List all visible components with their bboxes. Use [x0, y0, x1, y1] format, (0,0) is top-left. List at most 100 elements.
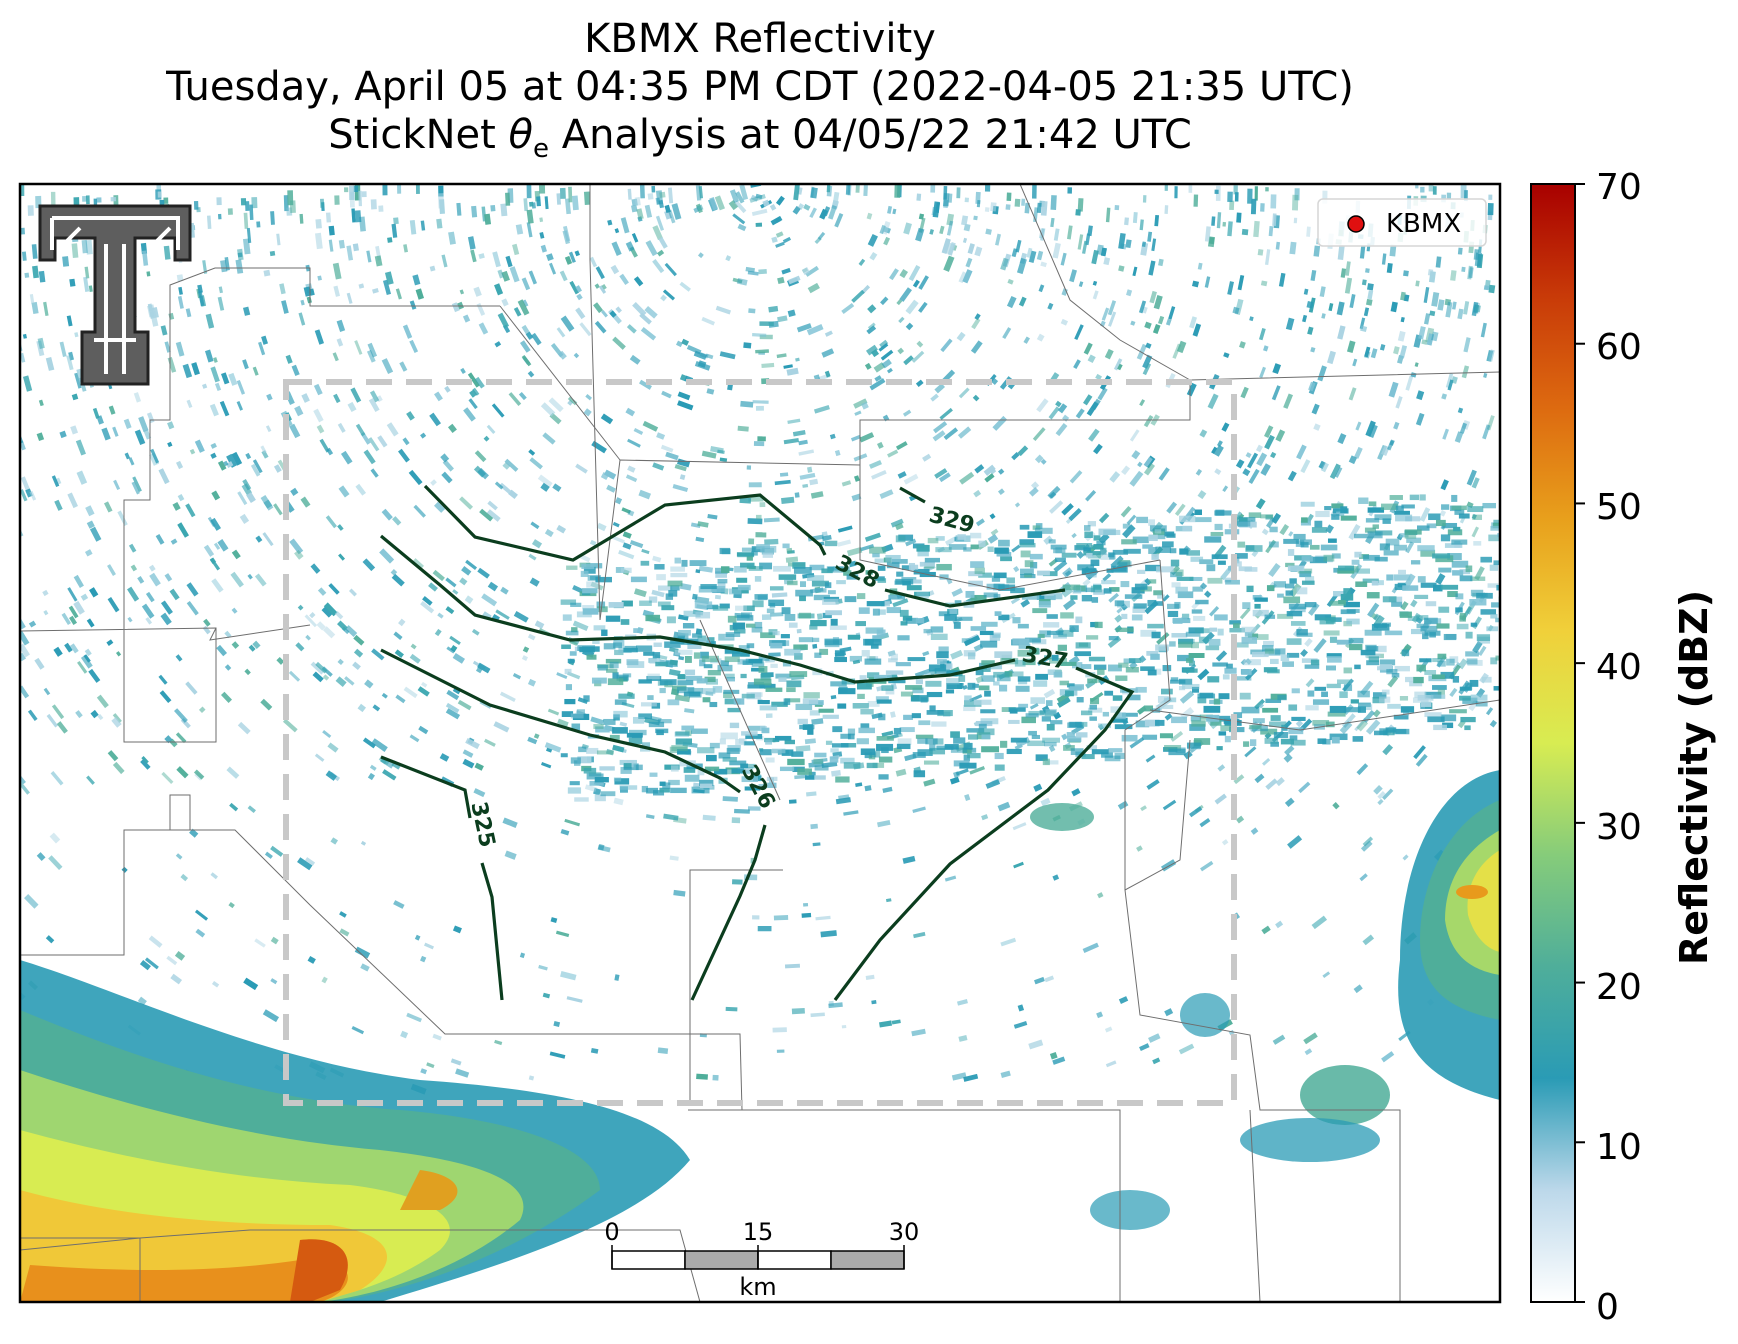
reflectivity-speckle: [812, 643, 818, 649]
reflectivity-speckle: [1070, 595, 1078, 600]
reflectivity-speckle: [80, 654, 93, 669]
reflectivity-speckle: [677, 633, 689, 640]
reflectivity-speckle: [1435, 519, 1446, 527]
reflectivity-speckle: [1140, 629, 1157, 637]
reflectivity-speckle: [876, 699, 892, 704]
reflectivity-speckle: [353, 634, 365, 646]
reflectivity-speckle: [1228, 1029, 1235, 1036]
reflectivity-speckle: [1270, 741, 1279, 747]
reflectivity-speckle: [853, 398, 868, 409]
reflectivity-speckle: [799, 472, 816, 480]
reflectivity-speckle: [1278, 272, 1286, 287]
reflectivity-speckle: [899, 269, 908, 279]
reflectivity-speckle: [568, 251, 576, 263]
reflectivity-speckle: [918, 275, 929, 290]
reflectivity-speckle: [777, 276, 785, 285]
reflectivity-speckle: [610, 264, 620, 275]
reflectivity-speckle: [1301, 580, 1315, 585]
reflectivity-speckle: [1040, 797, 1051, 807]
reflectivity-speckle: [513, 307, 522, 317]
reflectivity-speckle: [695, 569, 701, 574]
reflectivity-speckle: [1071, 532, 1077, 539]
reflectivity-speckle: [595, 576, 612, 583]
reflectivity-speckle: [1275, 429, 1286, 442]
reflectivity-speckle: [911, 1028, 926, 1037]
reflectivity-speckle: [370, 468, 379, 478]
reflectivity-speckle: [1447, 529, 1463, 536]
reflectivity-speckle: [1126, 514, 1137, 525]
reflectivity-speckle: [1420, 625, 1438, 632]
reflectivity-speckle: [864, 752, 873, 759]
reflectivity-speckle: [1136, 343, 1147, 360]
reflectivity-speckle: [739, 497, 752, 504]
storm-cell-southwest: [20, 960, 690, 1302]
reflectivity-speckle: [534, 620, 545, 629]
reflectivity-speckle: [1061, 552, 1077, 558]
reflectivity-speckle: [46, 713, 59, 728]
reflectivity-speckle: [236, 400, 244, 411]
scale-label-30: 30: [889, 1218, 920, 1246]
reflectivity-speckle: [668, 590, 678, 597]
reflectivity-speckle: [1472, 641, 1483, 654]
reflectivity-speckle: [656, 574, 666, 581]
reflectivity-speckle: [1348, 637, 1364, 644]
reflectivity-speckle: [455, 1068, 470, 1078]
reflectivity-speckle: [720, 732, 738, 740]
reflectivity-speckle: [891, 1019, 901, 1025]
reflectivity-speckle: [1325, 524, 1334, 534]
reflectivity-speckle: [903, 473, 919, 485]
reflectivity-speckle: [793, 644, 808, 650]
reflectivity-speckle: [780, 634, 790, 639]
reflectivity-speckle: [1055, 423, 1068, 437]
title-line-2: Tuesday, April 05 at 04:35 PM CDT (2022-…: [166, 64, 1354, 110]
reflectivity-speckle: [71, 393, 79, 401]
reflectivity-speckle: [391, 573, 405, 587]
reflectivity-speckle: [1264, 737, 1279, 744]
reflectivity-speckle: [774, 479, 791, 486]
reflectivity-speckle: [1089, 716, 1097, 721]
reflectivity-speckle: [1402, 854, 1409, 861]
reflectivity-speckle: [696, 1073, 709, 1080]
reflectivity-speckle: [1458, 513, 1470, 519]
reflectivity-speckle: [477, 662, 491, 674]
reflectivity-speckle: [679, 281, 691, 292]
reflectivity-speckle: [432, 1033, 442, 1041]
reflectivity-speckle: [677, 391, 691, 401]
reflectivity-speckle: [1323, 630, 1340, 636]
reflectivity-speckle: [784, 963, 801, 969]
reflectivity-speckle: [1285, 583, 1295, 589]
reflectivity-speckle: [724, 698, 741, 705]
reflectivity-speckle: [725, 648, 739, 654]
reflectivity-speckle: [337, 422, 346, 433]
reflectivity-speckle: [734, 808, 750, 814]
reflectivity-speckle: [1200, 860, 1214, 872]
reflectivity-speckle: [895, 441, 908, 451]
reflectivity-speckle: [681, 559, 688, 567]
reflectivity-speckle: [20, 618, 26, 630]
reflectivity-speckle: [24, 272, 30, 278]
reflectivity-speckle: [217, 460, 227, 471]
reflectivity-speckle: [1356, 763, 1369, 776]
reflectivity-speckle: [1093, 443, 1103, 455]
reflectivity-speckle: [784, 648, 801, 656]
reflectivity-speckle: [384, 271, 394, 285]
reflectivity-speckle: [732, 213, 746, 225]
reflectivity-speckle: [854, 475, 860, 482]
reflectivity-speckle: [1049, 1051, 1058, 1060]
reflectivity-speckle: [186, 582, 199, 597]
reflectivity-speckle: [963, 547, 972, 552]
reflectivity-speckle: [961, 215, 969, 226]
reflectivity-speckle: [191, 362, 200, 376]
reflectivity-speckle: [1488, 349, 1495, 362]
reflectivity-speckle: [471, 205, 478, 218]
reflectivity-speckle: [915, 227, 925, 242]
reflectivity-speckle: [556, 672, 568, 679]
reflectivity-speckle: [203, 618, 211, 627]
reflectivity-speckle: [682, 623, 695, 629]
reflectivity-speckle: [1162, 665, 1172, 672]
reflectivity-speckle: [677, 674, 686, 680]
reflectivity-speckle: [912, 687, 924, 694]
reflectivity-speckle: [175, 341, 185, 357]
reflectivity-speckle: [985, 779, 1001, 789]
reflectivity-speckle: [685, 675, 703, 681]
